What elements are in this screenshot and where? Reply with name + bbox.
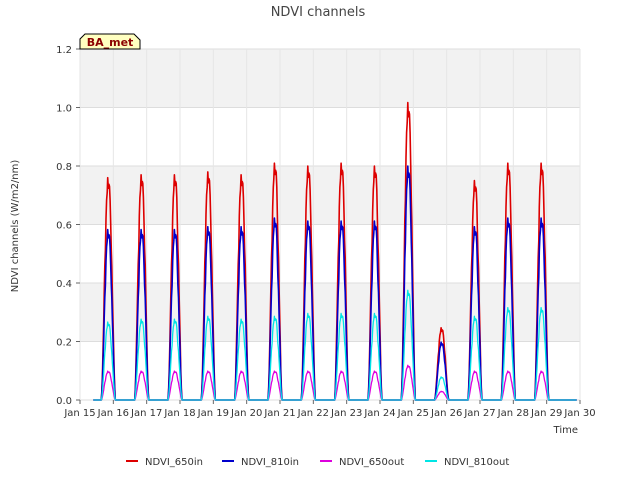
x-tick-label: Jan 30 xyxy=(563,408,595,419)
x-axis-label: Time xyxy=(553,425,578,436)
x-tick-label: Jan 18 xyxy=(163,408,195,419)
y-tick-label: 1.0 xyxy=(56,104,72,115)
badge-label: BA_met xyxy=(87,36,134,49)
y-tick-label: 0.2 xyxy=(56,338,72,349)
plot-band xyxy=(80,341,580,400)
badge-box xyxy=(79,33,141,50)
x-tick-label: Jan 15 xyxy=(63,408,95,419)
x-tick-label: Jan 19 xyxy=(197,408,229,419)
plot-background xyxy=(80,49,580,400)
chart-title: NDVI channels xyxy=(271,5,366,20)
x-tick-label: Jan 25 xyxy=(397,408,429,419)
y-tick-label: 1.2 xyxy=(56,45,72,56)
plot-band xyxy=(80,166,580,225)
plot-band xyxy=(80,283,580,342)
y-axis-label: NDVI channels (W/m2/nm) xyxy=(10,160,21,293)
legend-label: NDVI_810in xyxy=(241,457,299,468)
y-tick-label: 0.6 xyxy=(56,221,72,232)
x-tick-label: Jan 20 xyxy=(230,408,262,419)
series-line-ndvi-810out xyxy=(93,289,577,401)
x-tick-label: Jan 21 xyxy=(263,408,295,419)
x-tick-label: Jan 26 xyxy=(430,408,462,419)
x-tick-label: Jan 27 xyxy=(463,408,495,419)
y-tick-label: 0.0 xyxy=(56,396,72,407)
plot-band xyxy=(80,107,580,166)
x-tick-label: Jan 22 xyxy=(297,408,329,419)
legend-label: NDVI_650out xyxy=(339,457,404,468)
legend-label: NDVI_810out xyxy=(444,457,509,468)
legend-label: NDVI_650in xyxy=(145,457,203,468)
plot-band xyxy=(80,224,580,283)
plot-band xyxy=(80,49,580,108)
series-layer xyxy=(93,101,577,401)
y-tick-label: 0.8 xyxy=(56,162,72,173)
x-tick-label: Jan 28 xyxy=(497,408,529,419)
y-tick-label: 0.4 xyxy=(56,279,72,290)
ba-met-badge: BA_met xyxy=(79,33,141,50)
x-tick-label: Jan 16 xyxy=(97,408,129,419)
x-tick-label: Jan 17 xyxy=(130,408,162,419)
x-tick-label: Jan 23 xyxy=(330,408,362,419)
x-tick-label: Jan 24 xyxy=(363,408,395,419)
legend: NDVI_650in NDVI_810in NDVI_650out NDVI_810o… xyxy=(126,457,509,468)
x-tick-label: Jan 29 xyxy=(530,408,562,419)
